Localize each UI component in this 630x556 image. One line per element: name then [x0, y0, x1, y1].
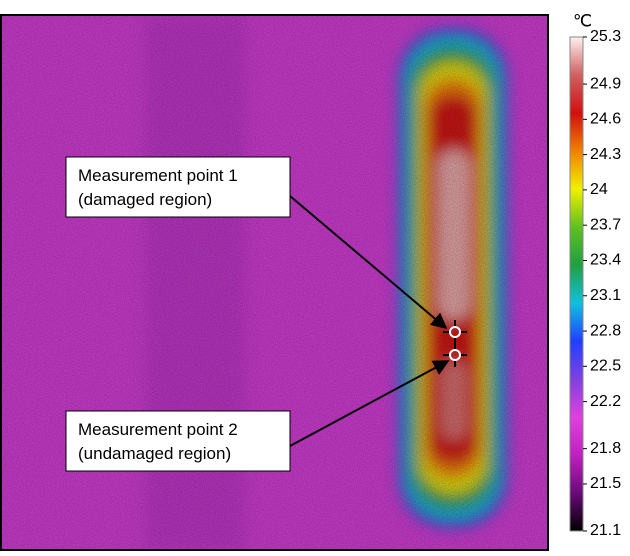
colorbar-tick-label: 24: [590, 181, 608, 198]
annotation-text: (undamaged region): [78, 444, 231, 463]
colorbar-tick-label: 21.8: [590, 440, 621, 457]
annotation-text: Measurement point 1: [78, 166, 238, 185]
colorbar-tick-label: 22.8: [590, 322, 621, 339]
colorbar-tick-label: 22.5: [590, 358, 621, 375]
colorbar-tick-label: 23.1: [590, 287, 621, 304]
colorbar-tick-label: 21.1: [590, 522, 621, 539]
colorbar: [570, 37, 583, 531]
colorbar-tick-label: 24.6: [590, 111, 621, 128]
colorbar-tick-label: 24.9: [590, 75, 621, 92]
colorbar-tick-label: 25.3: [590, 28, 621, 45]
colorbar-tick-label: 21.5: [590, 475, 621, 492]
colorbar-tick-label: 23.4: [590, 252, 621, 269]
colorbar-tick-label: 22.2: [590, 393, 621, 410]
annotation-text: (damaged region): [78, 190, 212, 209]
thermal-figure: Measurement point 1 (damaged region) Mea…: [0, 0, 630, 551]
colorbar-tick-label: 24.3: [590, 146, 621, 163]
colorbar-tick-label: 23.7: [590, 216, 621, 233]
annotation-text: Measurement point 2: [78, 420, 238, 439]
